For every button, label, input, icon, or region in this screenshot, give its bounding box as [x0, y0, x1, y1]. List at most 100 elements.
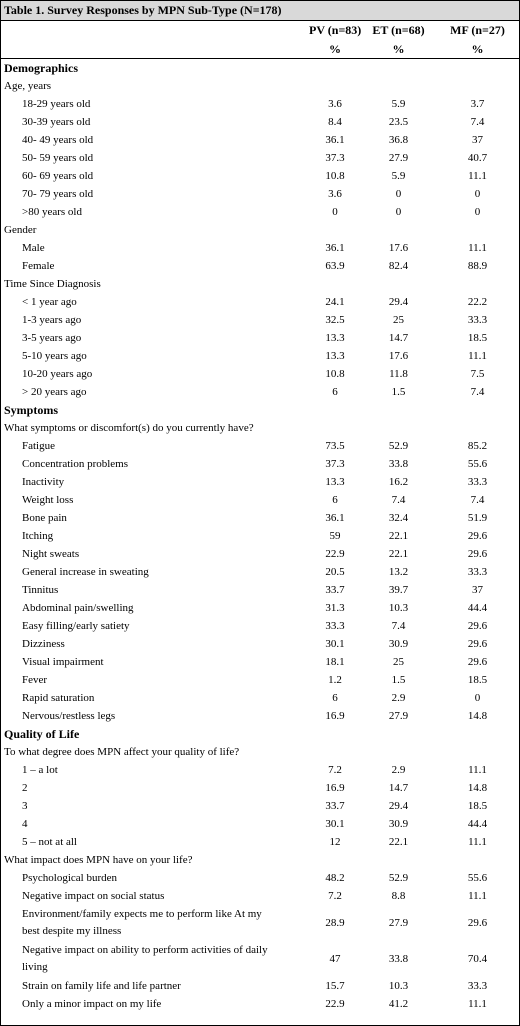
row-label: 70- 79 years old — [22, 187, 94, 200]
table-row: > 20 years ago 6 1.5 7.4 — [1, 383, 519, 401]
header-spacer — [1, 21, 281, 40]
row-label: Female — [22, 259, 55, 272]
value-mf: 18.5 — [467, 799, 488, 812]
section-heading: Demographics — [4, 60, 78, 75]
question-row: What impact does MPN have on your life? — [1, 851, 519, 869]
question-label: Time Since Diagnosis — [4, 277, 101, 290]
unit-mf: % — [471, 41, 484, 56]
unit-row: % % % — [1, 40, 519, 59]
value-et: 30.9 — [388, 817, 409, 830]
row-label: 40- 49 years old — [22, 133, 94, 146]
table-row: Dizziness 30.1 30.9 29.6 — [1, 635, 519, 653]
row-label: Environment/family expects me to perform… — [22, 908, 262, 937]
table-row: 40- 49 years old 36.1 36.8 37 — [1, 131, 519, 149]
table-row: 3-5 years ago 13.3 14.7 18.5 — [1, 329, 519, 347]
table-row: Nervous/restless legs 16.9 27.9 14.8 — [1, 707, 519, 725]
value-mf: 33.3 — [467, 475, 488, 488]
value-et: 39.7 — [388, 583, 409, 596]
row-label: Concentration problems — [22, 457, 129, 470]
value-mf: 33.3 — [467, 565, 488, 578]
value-mf: 70.4 — [467, 952, 488, 965]
question-label: Gender — [4, 223, 37, 236]
row-label: 1 – a lot — [22, 763, 58, 776]
value-pv: 73.5 — [325, 439, 345, 452]
value-mf: 85.2 — [467, 439, 488, 452]
row-label: > 20 years ago — [22, 385, 87, 398]
section-header-row: Quality of Life — [1, 725, 519, 743]
table-row: Fatigue 73.5 52.9 85.2 — [1, 437, 519, 455]
value-pv: 30.1 — [325, 817, 345, 830]
value-et: 27.9 — [388, 151, 409, 164]
question-row: Gender — [1, 221, 519, 239]
value-pv: 32.5 — [325, 313, 345, 326]
value-et: 33.8 — [388, 457, 409, 470]
row-label: Itching — [22, 529, 54, 542]
value-et: 22.1 — [388, 529, 409, 542]
row-label: 5 – not at all — [22, 835, 77, 848]
table-row: Negative impact on ability to perform ac… — [1, 941, 519, 977]
table-row: Only a minor impact on my life 22.9 41.2 11… — [1, 995, 519, 1013]
table-row: 4 30.1 30.9 44.4 — [1, 815, 519, 833]
value-mf: 33.3 — [467, 979, 488, 992]
value-pv: 33.7 — [325, 583, 345, 596]
question-row: What symptoms or discomfort(s) do you cu… — [1, 419, 519, 437]
value-pv: 8.4 — [328, 115, 342, 128]
row-label: 60- 69 years old — [22, 169, 94, 182]
row-label: 2 — [22, 781, 28, 794]
value-et: 0 — [395, 187, 402, 200]
value-mf: 11.1 — [468, 889, 487, 902]
value-et: 14.7 — [388, 781, 409, 794]
value-mf: 11.1 — [468, 349, 487, 362]
value-mf: 11.1 — [468, 835, 487, 848]
value-pv: 10.8 — [325, 169, 345, 182]
value-pv: 24.1 — [325, 295, 345, 308]
value-mf: 7.5 — [470, 367, 485, 380]
value-et: 17.6 — [388, 349, 409, 362]
table-row: 60- 69 years old 10.8 5.9 11.1 — [1, 167, 519, 185]
question-row: Time Since Diagnosis — [1, 275, 519, 293]
row-label: Weight loss — [22, 493, 74, 506]
value-mf: 44.4 — [467, 601, 488, 614]
column-header-pv: PV (n=83) — [309, 23, 361, 37]
value-mf: 11.1 — [468, 169, 487, 182]
survey-table: PV (n=83) ET (n=68) MF (n=27) % % % Demo… — [1, 21, 519, 1013]
table-row: Inactivity 13.3 16.2 33.3 — [1, 473, 519, 491]
question-label: Age, years — [4, 79, 52, 92]
question-label: What symptoms or discomfort(s) do you cu… — [4, 421, 254, 434]
value-pv: 47 — [329, 952, 341, 965]
row-label: 18-29 years old — [22, 97, 91, 110]
section-header-row: Demographics — [1, 59, 519, 78]
table-row: Environment/family expects me to perform… — [1, 905, 519, 941]
value-et: 33.8 — [388, 952, 409, 965]
row-label: 1-3 years ago — [22, 313, 82, 326]
value-et: 22.1 — [388, 835, 409, 848]
value-et: 14.7 — [388, 331, 409, 344]
row-label: Male — [22, 241, 45, 254]
row-label: Only a minor impact on my life — [22, 997, 162, 1010]
value-et: 29.4 — [388, 295, 409, 308]
table-row: 70- 79 years old 3.6 0 0 — [1, 185, 519, 203]
row-label: Bone pain — [22, 511, 67, 524]
row-label: Nervous/restless legs — [22, 709, 116, 722]
value-et: 0 — [395, 205, 402, 218]
row-label: 30-39 years old — [22, 115, 91, 128]
table-row: General increase in sweating 20.5 13.2 33.3 — [1, 563, 519, 581]
row-label: 10-20 years ago — [22, 367, 93, 380]
value-et: 7.4 — [391, 493, 406, 506]
value-et: 8.8 — [391, 889, 406, 902]
value-pv: 37.3 — [325, 457, 345, 470]
row-label: Psychological burden — [22, 871, 118, 884]
row-label: Fever — [22, 673, 48, 686]
table-row: Night sweats 22.9 22.1 29.6 — [1, 545, 519, 563]
value-mf: 0 — [474, 691, 481, 704]
unit-et: % — [392, 41, 405, 56]
value-mf: 88.9 — [467, 259, 488, 272]
value-et: 17.6 — [388, 241, 409, 254]
value-mf: 29.6 — [467, 529, 488, 542]
row-label: 50- 59 years old — [22, 151, 94, 164]
value-mf: 29.6 — [467, 619, 488, 632]
value-et: 30.9 — [388, 637, 409, 650]
value-pv: 13.3 — [325, 331, 345, 344]
row-label: Rapid saturation — [22, 691, 95, 704]
value-pv: 7.2 — [328, 889, 342, 902]
